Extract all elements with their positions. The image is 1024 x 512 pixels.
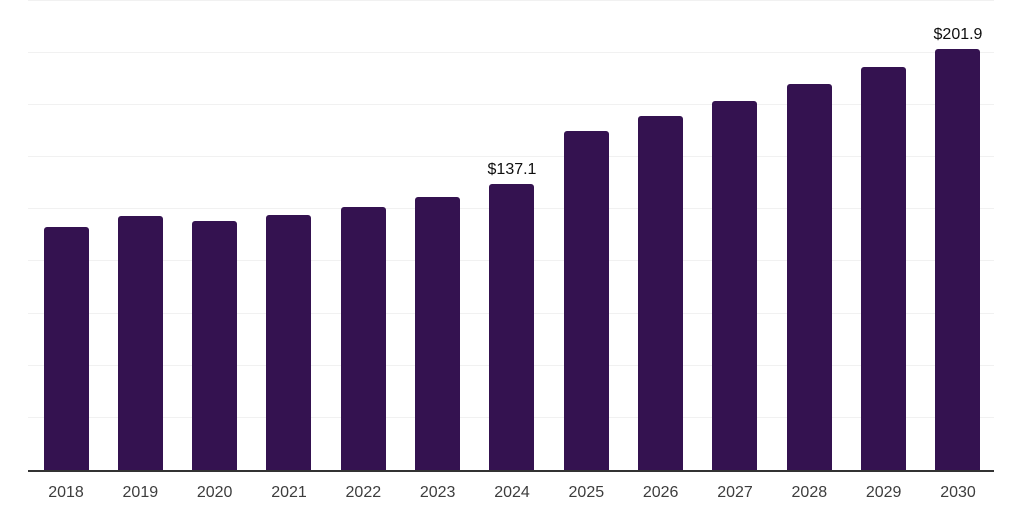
bar-2030: [935, 48, 981, 470]
x-tick-label-2024: 2024: [494, 484, 530, 501]
gridline: [28, 0, 994, 1]
bar-2019: [117, 216, 163, 470]
x-tick-label-2029: 2029: [865, 484, 902, 501]
x-tick-label-2027: 2027: [717, 484, 753, 501]
x-tick-label-2025: 2025: [568, 484, 605, 501]
x-tick-label-2030: 2030: [940, 484, 976, 501]
data-label-2030: $201.9: [933, 25, 983, 43]
bar-2020: [192, 220, 238, 470]
x-tick-label-2020: 2020: [196, 484, 233, 501]
plot-area: $137.1 $201.9: [28, 0, 994, 472]
x-tick-label-2018: 2018: [48, 484, 84, 501]
x-axis-line: [28, 470, 994, 472]
bar-2026: [638, 115, 684, 470]
gridline: [28, 51, 994, 53]
bar-2025: [563, 130, 609, 470]
bar-2028: [786, 83, 832, 470]
bar-2022: [340, 206, 386, 470]
gridline: [28, 156, 994, 157]
bar-2029: [861, 66, 907, 470]
x-tick-label-2023: 2023: [419, 484, 456, 501]
bar-2024: [489, 183, 535, 470]
bar-2023: [415, 196, 461, 470]
bar-2027: [712, 100, 758, 470]
bar-2018: [43, 226, 89, 470]
gridline: [28, 103, 994, 105]
x-tick-label-2026: 2026: [642, 484, 679, 501]
bar-2021: [266, 214, 312, 470]
x-tick-label-2019: 2019: [122, 484, 159, 501]
x-tick-label-2028: 2028: [791, 484, 828, 501]
x-tick-label-2022: 2022: [345, 484, 382, 501]
data-label-2024: $137.1: [487, 160, 537, 178]
x-tick-label-2021: 2021: [271, 484, 307, 501]
